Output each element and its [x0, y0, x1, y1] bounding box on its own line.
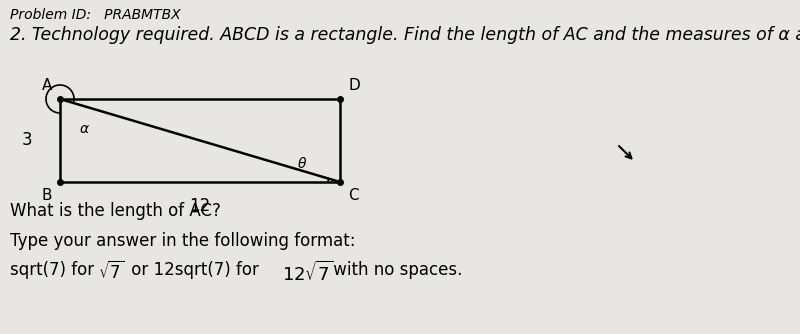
Text: with no spaces.: with no spaces. — [328, 261, 462, 279]
Text: A: A — [42, 78, 52, 93]
Text: 12: 12 — [190, 197, 210, 215]
Text: or 12sqrt(7) for: or 12sqrt(7) for — [126, 261, 264, 279]
Text: B: B — [42, 188, 52, 203]
Text: 2. Technology required. ABCD is a rectangle. Find the length of AC and the measu: 2. Technology required. ABCD is a rectan… — [10, 26, 800, 44]
Text: C: C — [348, 188, 358, 203]
Text: $12\sqrt{7}$: $12\sqrt{7}$ — [282, 261, 334, 285]
Text: D: D — [348, 78, 360, 93]
Text: What is the length of AC?: What is the length of AC? — [10, 202, 221, 220]
Text: sqrt(7) for: sqrt(7) for — [10, 261, 99, 279]
Text: $\sqrt{7}$: $\sqrt{7}$ — [98, 261, 124, 283]
Text: Type your answer in the following format:: Type your answer in the following format… — [10, 232, 355, 250]
Text: θ: θ — [298, 157, 306, 171]
Text: Problem ID:   PRABMTBX: Problem ID: PRABMTBX — [10, 8, 181, 22]
Text: α: α — [80, 122, 89, 136]
Text: 3: 3 — [22, 132, 32, 150]
